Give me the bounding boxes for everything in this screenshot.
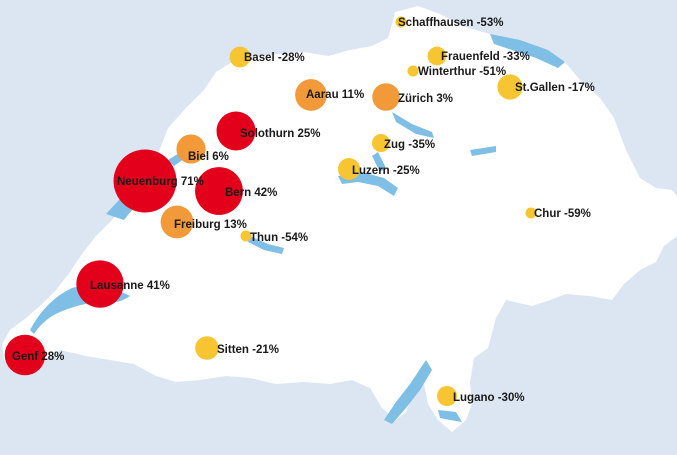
city-marker-luzern (338, 158, 360, 180)
lake-lugano (438, 410, 462, 422)
city-labels: Schaffhausen -53% Basel -28% Frauenfeld -3… (12, 17, 595, 404)
city-label-bern: Bern 42% (225, 187, 277, 199)
city-label-aarau: Aarau 11% (306, 89, 364, 101)
city-label-frauenfeld: Frauenfeld -33% (441, 51, 530, 63)
city-marker-frauenfeld (427, 46, 447, 66)
city-label-winterthur: Winterthur -51% (418, 66, 506, 78)
city-label-zuerich: Zürich 3% (398, 93, 453, 105)
lake-maggiore (384, 360, 432, 424)
city-markers (4, 16, 537, 406)
city-marker-lausanne (76, 260, 124, 308)
city-label-sitten: Sitten -21% (217, 344, 279, 356)
city-marker-chur (525, 207, 537, 219)
lake-zug (372, 152, 386, 172)
city-label-solothurn: Solothurn 25% (240, 128, 321, 140)
city-label-lausanne: Lausanne 41% (90, 280, 170, 292)
city-marker-winterthur (407, 65, 419, 77)
city-label-biel: Biel 6% (188, 151, 229, 163)
lake-walen (470, 146, 496, 156)
city-marker-basel (229, 46, 251, 68)
city-marker-aarau (295, 79, 327, 111)
city-label-luzern: Luzern -25% (352, 165, 420, 177)
lake-zurich (392, 112, 434, 138)
lake-thun-brienz (248, 236, 284, 254)
city-marker-neuenburg (113, 149, 177, 213)
city-label-schaffhausen: Schaffhausen -53% (398, 17, 503, 29)
city-marker-biel (176, 134, 206, 164)
city-label-stgallen: St.Gallen -17% (515, 82, 595, 94)
city-marker-thun (240, 230, 252, 242)
city-label-zug: Zug -35% (384, 139, 435, 151)
city-marker-genf (4, 334, 46, 376)
city-label-freiburg: Freiburg 13% (174, 219, 247, 231)
switzerland-landmass (2, 6, 677, 432)
city-marker-freiburg (160, 205, 194, 239)
city-marker-sitten (195, 336, 219, 360)
city-label-lugano: Lugano -30% (453, 392, 525, 404)
city-marker-bern (195, 167, 243, 215)
city-marker-stgallen (497, 74, 523, 100)
city-marker-solothurn (216, 111, 256, 151)
city-label-neuenburg: Neuenburg 71% (117, 176, 204, 188)
city-label-genf: Genf 28% (12, 351, 64, 363)
city-marker-lugano (437, 386, 457, 406)
city-marker-zug (372, 134, 390, 152)
city-marker-schaffhausen (395, 16, 407, 28)
city-label-thun: Thun -54% (250, 232, 308, 244)
city-marker-zuerich (372, 83, 400, 111)
city-label-basel: Basel -28% (244, 52, 305, 64)
lake-constance (490, 34, 565, 68)
city-label-chur: Chur -59% (534, 208, 591, 220)
